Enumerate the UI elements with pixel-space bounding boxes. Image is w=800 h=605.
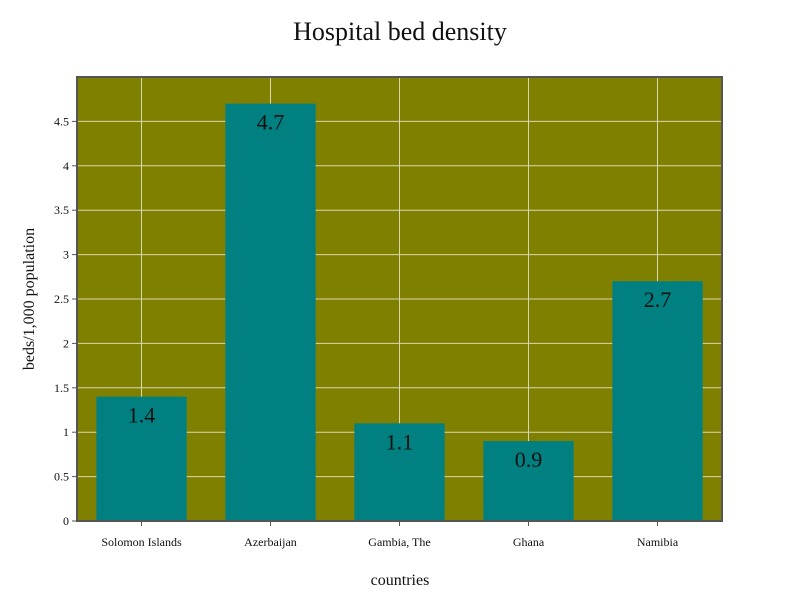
y-tick-label: 2 (63, 336, 69, 350)
bar (96, 396, 187, 521)
plot-area: 0 0.5 1 1.5 2 2.5 3 3.5 4 4.5 1.4 4.7 1.1 0.9 2.7 Solom… (54, 76, 723, 549)
bar-value-label: 4.7 (257, 110, 285, 135)
bar (354, 423, 445, 521)
y-tick-label: 0.5 (54, 470, 69, 484)
bar-value-label: 0.9 (515, 447, 543, 472)
bar-value-label: 1.4 (128, 403, 156, 428)
x-tick-label: Ghana (513, 535, 545, 549)
x-tick-label: Solomon Islands (101, 535, 182, 549)
y-tick-label: 0 (63, 514, 69, 528)
x-tick-label: Gambia, The (368, 535, 430, 549)
y-tick-label: 1.5 (54, 381, 69, 395)
y-tick-label: 3.5 (54, 203, 69, 217)
bar (225, 103, 316, 521)
y-tick-label: 2.5 (54, 292, 69, 306)
x-axis-label: countries (371, 572, 430, 589)
y-tick-label: 3 (63, 248, 69, 262)
chart-title: Hospital bed density (293, 17, 507, 46)
y-tick-label: 4 (63, 159, 69, 173)
bar (483, 441, 574, 521)
y-tick-label: 1 (63, 425, 69, 439)
x-tick-label: Azerbaijan (244, 535, 297, 549)
y-axis-label: beds/1,000 population (21, 228, 38, 370)
bar-value-label: 1.1 (386, 429, 414, 454)
y-tick-label: 4.5 (54, 114, 69, 128)
bar-value-label: 2.7 (644, 287, 672, 312)
bar (612, 281, 703, 521)
x-tick-label: Namibia (637, 535, 679, 549)
